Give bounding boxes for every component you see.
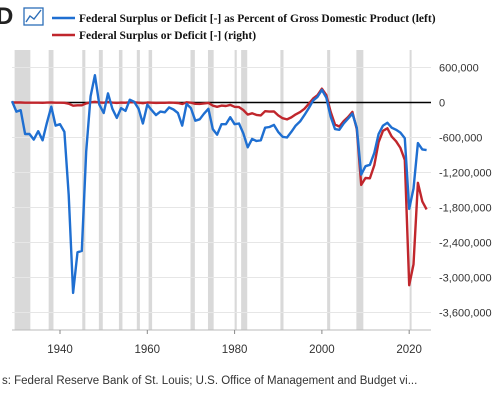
recession-band-13 [356, 50, 364, 330]
x-tick-label-1: 1960 [135, 344, 161, 356]
legend-label-gdp-percent: Federal Surplus or Deficit [-] as Percen… [79, 13, 436, 25]
recession-band-1 [48, 50, 54, 330]
y-tick-label-7: -3,600,000 [439, 308, 492, 320]
right-axis-ticks: 600,000 0 -600,000 -1,200,000 -1,800,000 -2,4… [439, 63, 492, 320]
recession-band-7 [190, 50, 195, 330]
recession-band-3 [98, 50, 103, 330]
y-tick-label-0: 600,000 [439, 63, 479, 75]
x-axis-ticks: 1940 1960 1980 2000 2020 [47, 330, 422, 356]
y-tick-label-5: -2,400,000 [439, 238, 492, 250]
series-layer [10, 73, 428, 295]
x-tick-label-0: 1940 [47, 344, 73, 356]
recession-band-10 [241, 50, 248, 330]
y-tick-label-2: -600,000 [439, 133, 482, 145]
recession-band-0 [14, 50, 31, 330]
legend: Federal Surplus or Deficit [-] as Percen… [52, 13, 436, 42]
recession-band-4 [118, 50, 123, 330]
recession-band-8 [207, 50, 214, 330]
legend-label-deficit: Federal Surplus or Deficit [-] (right) [79, 30, 256, 42]
recession-band-9 [234, 50, 237, 330]
y-tick-label-1: 0 [439, 98, 445, 110]
x-tick-label-3: 2000 [309, 344, 335, 356]
fred-logo[interactable]: D [0, 3, 13, 30]
y-tick-label-6: -3,000,000 [439, 273, 492, 285]
recession-band-14 [409, 50, 412, 330]
y-tick-label-4: -1,800,000 [439, 203, 492, 215]
recession-band-5 [136, 50, 140, 330]
x-tick-label-4: 2020 [396, 344, 422, 356]
source-note: s: Federal Reserve Bank of St. Louis; U.… [2, 375, 417, 387]
recession-band-6 [148, 50, 153, 330]
y-tick-label-3: -1,200,000 [439, 168, 492, 180]
x-tick-label-2: 1980 [222, 344, 248, 356]
recession-band-11 [280, 50, 284, 330]
series-line-0[interactable] [10, 73, 427, 295]
recession-band-12 [327, 50, 331, 330]
line-chart-icon[interactable] [23, 7, 44, 26]
